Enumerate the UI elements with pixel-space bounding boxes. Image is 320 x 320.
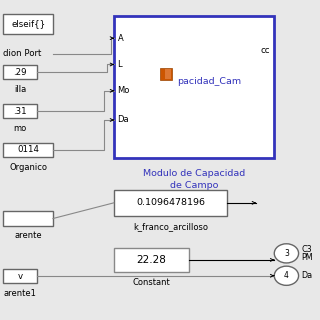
Text: Organico: Organico: [9, 163, 47, 172]
Ellipse shape: [274, 266, 299, 285]
Text: C3: C3: [301, 245, 312, 254]
Text: elseif{}: elseif{}: [11, 19, 45, 28]
FancyBboxPatch shape: [164, 69, 171, 79]
Text: pacidad_Cam: pacidad_Cam: [178, 77, 242, 86]
Text: Constant: Constant: [132, 278, 170, 287]
FancyBboxPatch shape: [160, 68, 172, 80]
Text: v: v: [18, 272, 23, 281]
Text: mo: mo: [13, 124, 27, 133]
FancyBboxPatch shape: [4, 143, 53, 157]
Text: illa: illa: [14, 85, 26, 94]
FancyBboxPatch shape: [4, 269, 37, 283]
FancyBboxPatch shape: [114, 16, 274, 158]
Text: cc: cc: [261, 46, 270, 55]
FancyBboxPatch shape: [4, 212, 53, 226]
Text: 22.28: 22.28: [136, 255, 166, 265]
Text: .29: .29: [13, 68, 27, 76]
Ellipse shape: [274, 244, 299, 263]
Text: arente: arente: [14, 231, 42, 240]
Text: 3: 3: [284, 249, 289, 258]
Text: k_franco_arcilloso: k_franco_arcilloso: [133, 222, 208, 231]
Text: 4: 4: [284, 271, 289, 280]
Text: Da: Da: [301, 271, 312, 280]
FancyBboxPatch shape: [4, 65, 37, 79]
FancyBboxPatch shape: [4, 104, 37, 118]
Text: dion Port: dion Port: [4, 49, 42, 58]
Text: arente1: arente1: [4, 289, 37, 298]
FancyBboxPatch shape: [4, 14, 53, 34]
Text: .31: .31: [13, 107, 27, 116]
Text: L: L: [117, 60, 122, 69]
Text: 0114: 0114: [17, 145, 39, 154]
FancyBboxPatch shape: [114, 248, 189, 272]
Text: Mo: Mo: [117, 86, 130, 95]
Text: 0.1096478196: 0.1096478196: [136, 198, 205, 207]
FancyBboxPatch shape: [114, 190, 227, 216]
Text: A: A: [117, 34, 123, 43]
Text: PM: PM: [301, 253, 313, 262]
Text: Da: Da: [117, 116, 129, 124]
Text: Modulo de Capacidad
de Campo: Modulo de Capacidad de Campo: [143, 169, 245, 190]
